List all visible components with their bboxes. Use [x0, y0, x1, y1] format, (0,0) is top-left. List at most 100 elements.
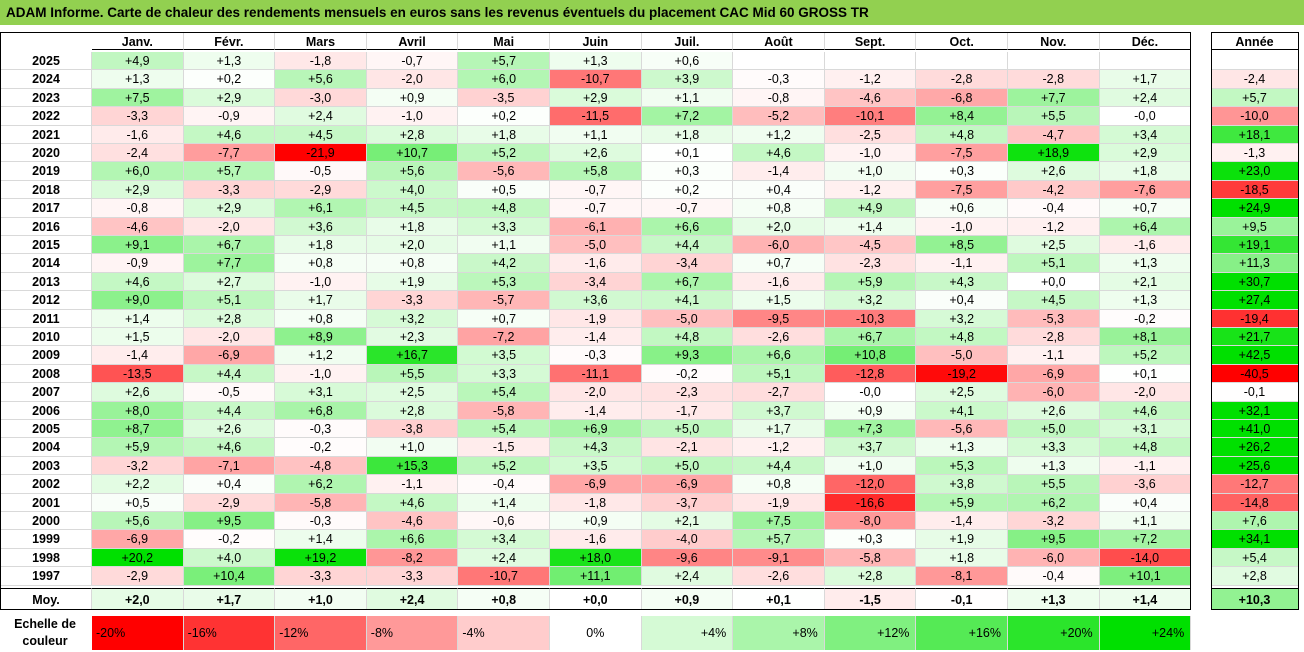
- heatmap-cell: +2,5: [916, 383, 1008, 402]
- annual-return-cell: +11,3: [1211, 254, 1299, 273]
- annual-return-cell: -2,4: [1211, 70, 1299, 89]
- heatmap-cell: +3,6: [275, 217, 367, 236]
- heatmap-cell: +3,3: [458, 217, 550, 236]
- heatmap-cell: +9,5: [1008, 530, 1100, 549]
- heatmap-cell: -3,5: [458, 88, 550, 108]
- annual-return-cell: +23,0: [1211, 162, 1299, 181]
- heatmap-cell: +0,4: [916, 291, 1008, 310]
- heatmap-cell: -0,0: [824, 383, 917, 402]
- heatmap-cell: +1,8: [1099, 162, 1192, 181]
- heatmap-cell: -1,1: [1099, 456, 1192, 476]
- heatmap-cell: +9,0: [92, 291, 184, 310]
- heatmap-cell: -0,4: [1008, 199, 1100, 218]
- annual-return-cell: +26,2: [1211, 438, 1299, 457]
- heatmap-cell: +4,4: [641, 236, 734, 255]
- heatmap-cell: +0,3: [641, 162, 734, 181]
- annual-return-cell: -10,0: [1211, 107, 1299, 126]
- heatmap-cell: +7,3: [824, 420, 917, 439]
- heatmap-cell: +2,6: [1008, 162, 1100, 181]
- heatmap-cell: -11,1: [550, 364, 642, 384]
- heatmap-cell: +2,8: [366, 125, 459, 144]
- annual-return-cell: +30,7: [1211, 272, 1299, 292]
- heatmap-cell: -2,1: [641, 438, 734, 457]
- month-header: Juin: [550, 32, 642, 51]
- heatmap-cell: +10,8: [824, 346, 917, 365]
- heatmap-cell: -5,8: [458, 401, 550, 420]
- heatmap-cell: +6,7: [824, 328, 917, 347]
- heatmap-cell: -6,1: [550, 217, 642, 236]
- heatmap-cell: +0,8: [366, 254, 459, 273]
- heatmap-cell: -10,7: [458, 567, 550, 586]
- heatmap-cell: +0,7: [458, 309, 550, 328]
- heatmap-cell: -1,1: [366, 475, 459, 494]
- heatmap-cell: +1,8: [916, 548, 1008, 568]
- year-label: 2017: [0, 199, 92, 218]
- color-scale-swatch: +16%: [916, 616, 1008, 650]
- heatmap-cell: -1,6: [1099, 236, 1192, 255]
- heatmap-cell: -6,0: [733, 236, 825, 255]
- heatmap-cell: +0,9: [824, 401, 917, 420]
- heatmap-cell: -3,3: [183, 180, 276, 200]
- heatmap-cell: -0,7: [550, 199, 642, 218]
- annual-return-cell: +2,8: [1211, 567, 1299, 586]
- heatmap-cell: -0,5: [275, 162, 367, 181]
- heatmap-cell: +1,9: [916, 530, 1008, 549]
- heatmap-cell: +7,2: [1099, 530, 1192, 549]
- heatmap-cell: +0,3: [916, 162, 1008, 181]
- year-label: 2016: [0, 217, 92, 236]
- heatmap-cell: [824, 52, 917, 71]
- annual-return-cell: -14,8: [1211, 493, 1299, 512]
- heatmap-cell: +20,2: [92, 548, 184, 568]
- heatmap-cell: -0,3: [550, 346, 642, 365]
- heatmap-cell: +5,5: [1008, 475, 1100, 494]
- year-label: 2015: [0, 236, 92, 255]
- month-header: Févr.: [183, 32, 276, 51]
- heatmap-cell: -2,3: [641, 383, 734, 402]
- heatmap-cell: +1,3: [550, 52, 642, 71]
- heatmap-cell: -0,7: [366, 52, 459, 71]
- heatmap-cell: +10,1: [1099, 567, 1192, 586]
- heatmap-cell: +4,8: [916, 328, 1008, 347]
- heatmap-cell: +0,2: [183, 70, 276, 89]
- heatmap-cell: -1,6: [550, 254, 642, 273]
- year-label: 2003: [0, 456, 92, 476]
- year-label: 1999: [0, 530, 92, 549]
- heatmap-cell: -5,2: [733, 107, 825, 126]
- heatmap-cell: +1,2: [733, 125, 825, 144]
- heatmap-cell: +7,5: [92, 88, 184, 108]
- heatmap-cell: +0,7: [1099, 199, 1192, 218]
- heatmap-cell: +8,0: [92, 401, 184, 420]
- annual-return-cell: +25,6: [1211, 456, 1299, 476]
- average-cell: +1,7: [183, 587, 276, 610]
- heatmap-cell: -3,4: [641, 254, 734, 273]
- heatmap-cell: -3,2: [92, 456, 184, 476]
- heatmap-cell: +5,7: [733, 530, 825, 549]
- heatmap-cell: -21,9: [275, 144, 367, 163]
- heatmap-cell: +4,6: [733, 144, 825, 163]
- heatmap-cell: -5,6: [916, 420, 1008, 439]
- heatmap-cell: -1,6: [92, 125, 184, 144]
- heatmap-cell: +4,4: [183, 401, 276, 420]
- month-header: Juil.: [641, 32, 734, 51]
- heatmap-cell: -6,9: [183, 346, 276, 365]
- heatmap-cell: +3,1: [1099, 420, 1192, 439]
- heatmap-cell: +6,2: [1008, 493, 1100, 512]
- heatmap-cell: -11,5: [550, 107, 642, 126]
- heatmap-cell: -1,5: [458, 438, 550, 457]
- year-label: 2014: [0, 254, 92, 273]
- annual-return-cell: +34,1: [1211, 530, 1299, 549]
- heatmap-cell: +2,4: [641, 567, 734, 586]
- heatmap-cell: +4,8: [641, 328, 734, 347]
- heatmap-cell: +1,1: [550, 125, 642, 144]
- heatmap-cell: +0,1: [1099, 364, 1192, 384]
- year-label: 2019: [0, 162, 92, 181]
- heatmap-cell: +18,9: [1008, 144, 1100, 163]
- heatmap-cell: +2,9: [550, 88, 642, 108]
- heatmap-cell: +0,6: [641, 52, 734, 71]
- heatmap-cell: +2,6: [183, 420, 276, 439]
- heatmap-cell: +0,8: [275, 254, 367, 273]
- heatmap-cell: +6,7: [641, 272, 734, 292]
- color-scale-swatch: +4%: [641, 616, 734, 650]
- heatmap-cell: -0,0: [1099, 107, 1192, 126]
- year-label: 2013: [0, 272, 92, 292]
